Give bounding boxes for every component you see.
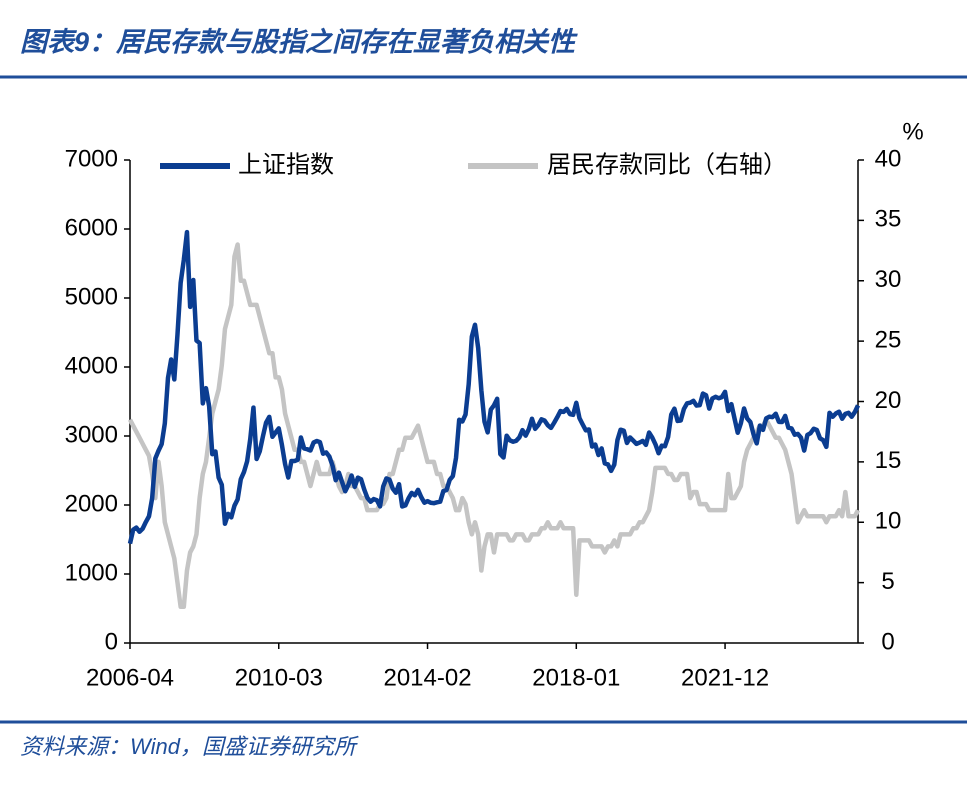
series-line xyxy=(128,242,860,610)
y-tick-label: 0 xyxy=(105,628,118,655)
legend-label: 居民存款同比（右轴） xyxy=(547,151,787,178)
x-tick-label: 2014-02 xyxy=(383,664,471,691)
x-tick-label: 2018-01 xyxy=(532,664,620,691)
y2-tick-label: 35 xyxy=(875,206,902,233)
y2-tick-label: 25 xyxy=(875,326,902,353)
y-tick-label: 3000 xyxy=(65,421,118,448)
y-tick-label: 2000 xyxy=(65,490,118,517)
y2-tick-label: 10 xyxy=(875,508,902,535)
chart-title: 图表9：居民存款与股指之间存在显著负相关性 xyxy=(20,27,578,57)
x-tick-label: 2021-12 xyxy=(681,664,769,691)
y-tick-label: 1000 xyxy=(65,559,118,586)
y2-tick-label: 15 xyxy=(875,447,902,474)
y-tick-label: 7000 xyxy=(65,145,118,172)
x-tick-label: 2010-03 xyxy=(235,664,323,691)
y-tick-label: 5000 xyxy=(65,283,118,310)
y2-tick-label: 0 xyxy=(881,628,894,655)
source: 资料来源：Wind，国盛证券研究所 xyxy=(20,734,359,759)
y2-tick-label: 20 xyxy=(875,387,902,414)
y-tick-label: 6000 xyxy=(65,214,118,241)
legend-label: 上证指数 xyxy=(238,151,334,178)
series-line xyxy=(127,229,861,545)
y2-tick-label: 40 xyxy=(875,145,902,172)
y2-tick-label: 5 xyxy=(881,568,894,595)
y2-axis-label: % xyxy=(902,118,923,145)
x-tick-label: 2006-04 xyxy=(86,664,174,691)
y-tick-label: 4000 xyxy=(65,352,118,379)
y2-tick-label: 30 xyxy=(875,266,902,293)
